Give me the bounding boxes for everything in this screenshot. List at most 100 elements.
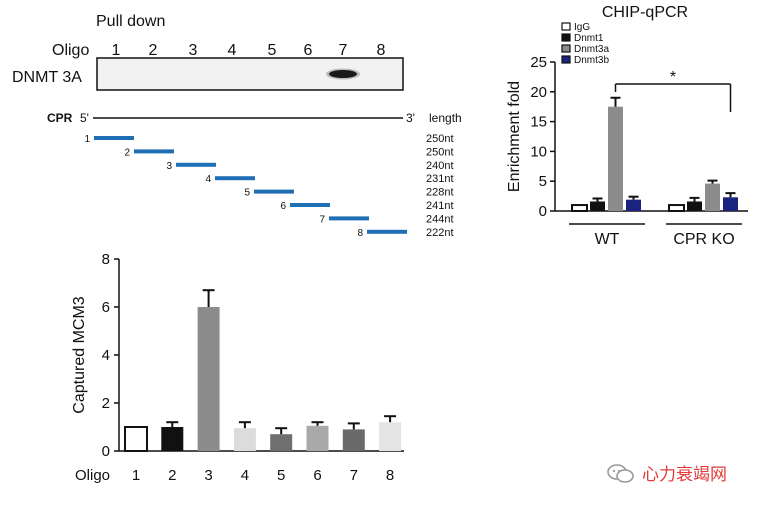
fragment-number: 3 — [166, 161, 172, 172]
chip-bar — [608, 106, 623, 211]
wechat-icon — [607, 463, 634, 483]
fragment-length: 244nt — [426, 213, 454, 225]
chip-bar — [687, 201, 702, 211]
fragment-length: 241nt — [426, 200, 454, 212]
cpr-five-prime: 5' — [80, 111, 89, 125]
cpr-fragment-segment — [329, 216, 369, 221]
dnmt3a-band — [329, 70, 357, 78]
mcm3-bar — [270, 434, 293, 451]
y-tick-label: 20 — [530, 84, 547, 101]
fragment-length: 250nt — [426, 133, 454, 145]
length-header: length — [429, 111, 462, 125]
y-tick-label: 25 — [530, 54, 547, 71]
significance-star: * — [670, 69, 676, 86]
fragment-length: 228nt — [426, 187, 454, 199]
oligo-lane-label: 3 — [189, 42, 198, 59]
fragment-number: 2 — [124, 147, 130, 158]
x-axis-label: Oligo — [75, 467, 110, 484]
dnmt3a-band-halo — [326, 68, 360, 80]
oligo-lane-label: 8 — [377, 42, 386, 59]
y-tick-label: 6 — [102, 299, 110, 316]
blot-bands — [326, 68, 360, 80]
x-tick-label: 1 — [132, 467, 140, 484]
mcm3-bar — [233, 428, 256, 451]
fragment-length: 222nt — [426, 227, 454, 239]
chip-bar — [723, 197, 738, 211]
mcm3-bar — [197, 307, 220, 451]
mcm3-bar — [379, 422, 402, 451]
y-axis-label: Enrichment fold — [506, 81, 523, 192]
mcm3-bar — [306, 425, 329, 451]
fragment-number: 7 — [319, 214, 325, 225]
watermark: 心力衰竭网 — [606, 460, 727, 485]
oligo-lane-label: 4 — [228, 42, 237, 59]
legend-swatch — [561, 44, 571, 53]
cpr-fragments: 1 250nt 2 250nt 3 240nt 4 231nt 5 228nt 6 241nt 7 244… — [84, 133, 453, 239]
legend-label: IgG — [574, 22, 590, 33]
fragment-length: 240nt — [426, 160, 454, 172]
y-tick-label: 5 — [539, 173, 547, 190]
fragment-length: 231nt — [426, 173, 454, 185]
legend-label: Dnmt3a — [574, 44, 609, 55]
y-tick-label: 10 — [530, 143, 547, 160]
oligo-lane-label: 7 — [339, 42, 348, 59]
y-tick-label: 2 — [102, 395, 110, 412]
chip-bar — [590, 201, 605, 211]
fragment-number: 4 — [205, 174, 211, 185]
chip-bar — [705, 183, 720, 211]
y-tick-label: 8 — [102, 251, 110, 268]
y-tick-label: 4 — [102, 347, 110, 364]
oligo-row-label: Oligo — [52, 42, 89, 59]
cpr-fragment-segment — [290, 203, 330, 207]
legend-swatch — [561, 22, 571, 31]
mcm3-bar — [124, 426, 148, 452]
chip-bar — [668, 204, 685, 212]
cpr-fragment-segment — [254, 189, 294, 194]
fragment-number: 8 — [357, 228, 363, 239]
chip-bar — [571, 204, 588, 212]
oligo-lane-label: 5 — [268, 42, 277, 59]
fragment-length: 250nt — [426, 146, 454, 158]
oligo-lane-label: 2 — [149, 42, 158, 59]
group-label: WT — [595, 231, 620, 248]
cpr-fragment-segment — [94, 136, 134, 140]
fragment-number: 6 — [280, 201, 286, 212]
cpr-fragment-segment — [215, 176, 255, 181]
cpr-fragment-segment — [176, 162, 216, 167]
y-tick-label: 0 — [539, 203, 547, 220]
y-axis-label: Captured MCM3 — [71, 296, 88, 413]
oligo-lane-label: 1 — [112, 42, 121, 59]
x-tick-label: 2 — [168, 467, 176, 484]
oligo-lane-label: 6 — [304, 42, 313, 59]
group-label: CPR KO — [673, 231, 734, 248]
x-tick-label: 4 — [241, 467, 249, 484]
mcm3-bar — [342, 429, 365, 451]
fragment-number: 1 — [84, 134, 90, 145]
x-tick-label: 7 — [350, 467, 358, 484]
watermark-text: 心力衰竭网 — [642, 465, 727, 485]
y-tick-label: 0 — [102, 443, 110, 460]
y-tick-label: 15 — [530, 114, 547, 131]
legend-swatch — [561, 55, 571, 64]
fragment-number: 5 — [244, 188, 250, 199]
cpr-fragment-segment — [134, 149, 174, 154]
mcm3-bar — [161, 427, 184, 451]
x-tick-label: 8 — [386, 467, 394, 484]
cpr-label: CPR — [47, 111, 73, 125]
legend-label: Dnmt3b — [574, 55, 609, 66]
x-tick-label: 5 — [277, 467, 285, 484]
chart-title: CHIP-qPCR — [602, 4, 688, 21]
x-tick-label: 6 — [313, 467, 321, 484]
oligo-lane-labels: 1 2 3 4 5 6 7 8 — [112, 42, 386, 59]
legend-swatch — [561, 33, 571, 42]
chip-bar — [626, 199, 641, 211]
legend-label: Dnmt1 — [574, 33, 604, 44]
x-tick-label: 3 — [204, 467, 212, 484]
pulldown-title: Pull down — [96, 13, 165, 30]
cpr-three-prime: 3' — [406, 111, 415, 125]
cpr-fragment-segment — [367, 229, 407, 234]
blot-label: DNMT 3A — [12, 69, 82, 86]
